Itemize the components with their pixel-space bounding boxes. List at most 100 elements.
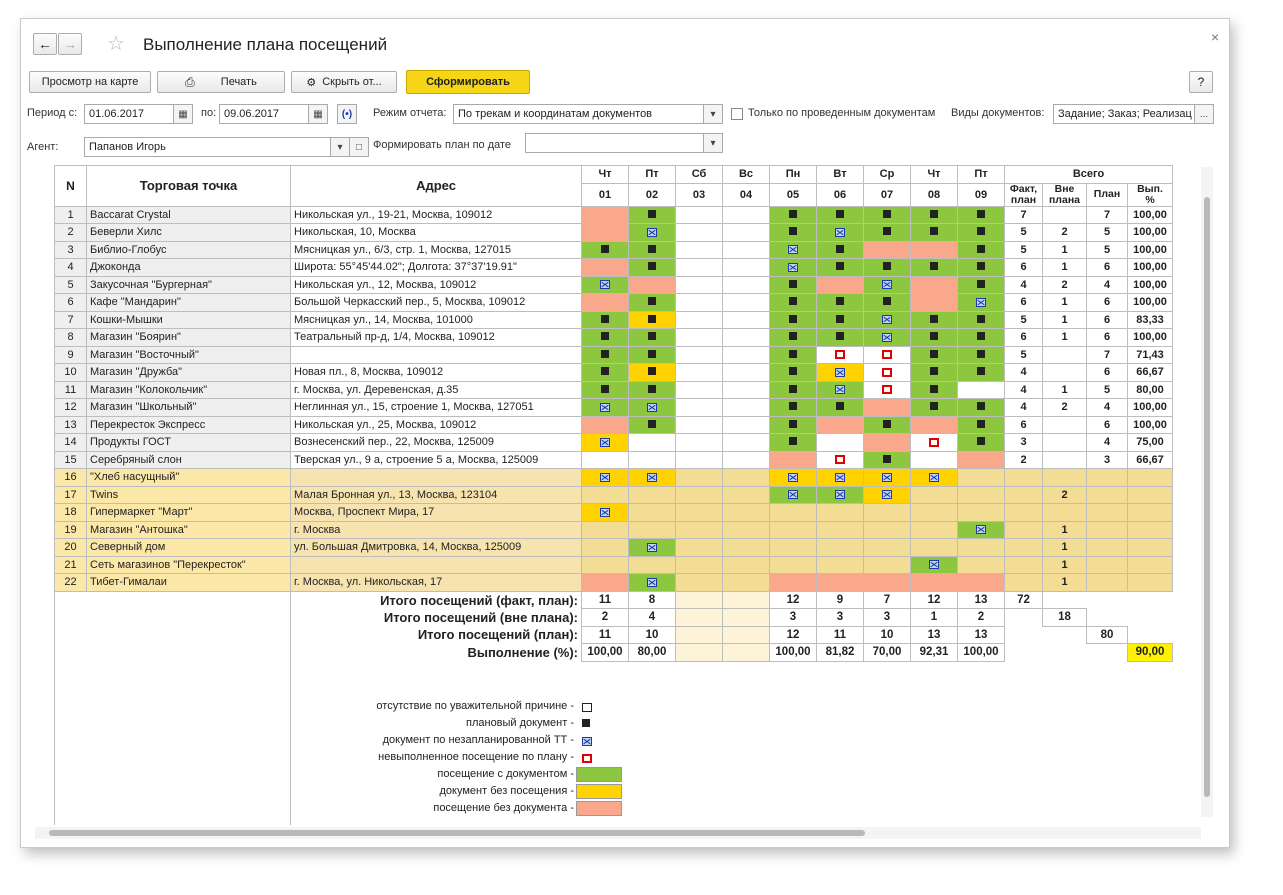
day-cell <box>628 258 676 277</box>
table-row[interactable]: 14 Продукты ГОСТ Вознесенский пер., 22, Мо… <box>54 433 1173 452</box>
day-cell <box>722 468 770 487</box>
table-row[interactable]: 17 Twins Малая Бронная ул., 13, Москва, 12… <box>54 485 1173 504</box>
horizontal-scroll-thumb[interactable] <box>49 830 865 836</box>
day-cell <box>675 205 723 224</box>
vertical-scroll-thumb[interactable] <box>1204 197 1210 797</box>
day-cell <box>769 240 817 259</box>
table-row[interactable]: 22 Тибет-Гималаи г. Москва, ул. Никольская… <box>54 573 1173 592</box>
row-number: 19 <box>54 520 87 539</box>
row-number: 14 <box>54 433 87 452</box>
horizontal-scrollbar[interactable] <box>35 827 1201 839</box>
planned-doc-icon <box>648 332 656 341</box>
table-row[interactable]: 4 Джоконда Широта: 55°45'44.02"; Долгота: … <box>54 258 1173 277</box>
point-address: Никольская, 10, Москва <box>290 223 582 242</box>
unplanned-doc-icon <box>929 472 939 482</box>
agent-input[interactable]: Папанов Игорь <box>84 137 332 157</box>
planned-doc-icon <box>789 349 797 358</box>
help-button[interactable]: ? <box>1189 71 1213 93</box>
more-icon[interactable]: ... <box>1194 104 1214 124</box>
day-number-header: 09 <box>957 182 1005 207</box>
totals-value <box>722 625 770 644</box>
point-name: Беверли Хилс <box>86 223 291 242</box>
period-settings-icon[interactable]: (•) <box>337 104 357 124</box>
close-icon[interactable]: × <box>1211 29 1220 45</box>
unplanned-doc-icon <box>600 472 610 482</box>
completion-pct: 100,00 <box>1127 258 1173 277</box>
table-row[interactable]: 13 Перекресток Экспресс Никольская ул., 25… <box>54 415 1173 434</box>
completion-pct: 66,67 <box>1127 450 1173 469</box>
table-row[interactable]: 16 "Хлеб насущный" <box>54 468 1173 487</box>
calendar-icon[interactable]: ▦ <box>173 104 193 124</box>
favorite-star-icon[interactable]: ☆ <box>107 33 125 55</box>
table-row[interactable]: 18 Гипермаркет "Март" Москва, Проспект Мир… <box>54 503 1173 522</box>
table-row[interactable]: 5 Закусочная "Бургерная" Никольская ул., 1… <box>54 275 1173 294</box>
back-button[interactable]: ← <box>33 33 57 55</box>
point-name: Кошки-Мышки <box>86 310 291 329</box>
totals-value: 3 <box>769 608 817 627</box>
table-row[interactable]: 7 Кошки-Мышки Мясницкая ул., 14, Москва, 1… <box>54 310 1173 329</box>
only-posted-checkbox[interactable] <box>731 108 743 120</box>
day-cell <box>957 555 1005 574</box>
planned-doc-icon <box>601 314 609 323</box>
totals-label: Выполнение (%): <box>290 643 582 661</box>
table-row[interactable]: 3 Библио-Глобус Мясницкая ул., 6/3, стр. 1… <box>54 240 1173 259</box>
point-name: Сеть магазинов "Перекресток" <box>86 555 291 574</box>
missed-visit-icon <box>582 753 592 763</box>
grand-total-value: 72 <box>1004 590 1043 609</box>
chevron-down-icon[interactable]: ▾ <box>703 104 723 124</box>
table-row[interactable]: 1 Baccarat Crystal Никольская ул., 19-21, … <box>54 205 1173 224</box>
grand-total-value <box>1087 591 1128 609</box>
period-to-input[interactable]: 09.06.2017 <box>219 104 309 124</box>
table-row[interactable]: 8 Магазин "Боярин" Театральный пр-д, 1/4, … <box>54 328 1173 347</box>
day-cell <box>722 328 770 347</box>
calendar-icon[interactable]: ▦ <box>308 104 328 124</box>
totals-value: 3 <box>863 608 911 627</box>
point-address: г. Москва, ул. Деревенская, д.35 <box>290 380 582 399</box>
table-row[interactable]: 10 Магазин "Дружба" Новая пл., 8, Москва, … <box>54 363 1173 382</box>
table-row[interactable]: 6 Кафе "Мандарин" Большой Черкасский пер.,… <box>54 293 1173 312</box>
day-cell <box>675 468 723 487</box>
planned-doc-icon <box>930 227 938 236</box>
unplanned-doc-icon <box>647 402 657 412</box>
table-row[interactable]: 9 Магазин "Восточный" 5 7 71,43 <box>54 345 1173 364</box>
day-cell <box>863 450 911 469</box>
planned-doc-icon <box>836 297 844 306</box>
point-name: Магазин "Колокольчик" <box>86 380 291 399</box>
print-button[interactable]: ⎙ Печать <box>157 71 285 93</box>
out-of-plan-count: 1 <box>1042 240 1087 259</box>
map-view-button[interactable]: Просмотр на карте <box>29 71 151 93</box>
day-cell <box>628 310 676 329</box>
day-of-week-header: Пн <box>769 165 817 184</box>
chevron-down-icon[interactable]: ▾ <box>703 133 723 153</box>
doc-types-input[interactable]: Задание; Заказ; Реализац <box>1053 104 1195 124</box>
out-of-plan-count: 1 <box>1042 538 1087 557</box>
day-cell <box>769 520 817 539</box>
forward-button[interactable]: → <box>58 33 82 55</box>
completion-pct <box>1127 468 1173 487</box>
fact-plan-count <box>1004 538 1043 557</box>
out-of-plan-count: 1 <box>1042 520 1087 539</box>
day-number-header: 08 <box>910 182 958 207</box>
table-row[interactable]: 19 Магазин "Антошка" г. Москва 1 <box>54 520 1173 539</box>
totals-value: 80,00 <box>628 643 676 662</box>
table-row[interactable]: 12 Магазин "Школьный" Неглинная ул., 15, с… <box>54 398 1173 417</box>
vertical-scrollbar[interactable] <box>1201 167 1213 817</box>
table-row[interactable]: 11 Магазин "Колокольчик" г. Москва, ул. Де… <box>54 380 1173 399</box>
hide-button[interactable]: ⚙ Скрыть от... <box>291 71 397 93</box>
print-label: Печать <box>220 76 257 88</box>
generate-button[interactable]: Сформировать <box>406 70 530 94</box>
col-address-header: Адрес <box>290 165 582 207</box>
unplanned-doc-icon <box>882 332 892 342</box>
report-mode-select[interactable]: По трекам и координатам документов <box>453 104 705 124</box>
period-from-input[interactable]: 01.06.2017 <box>84 104 174 124</box>
grand-total-value <box>1128 609 1173 627</box>
table-row[interactable]: 2 Беверли Хилс Никольская, 10, Москва 5 2 5 10… <box>54 223 1173 242</box>
day-number-header: 06 <box>816 182 864 207</box>
table-row[interactable]: 15 Серебряный слон Тверская ул., 9 а, стро… <box>54 450 1173 469</box>
table-row[interactable]: 21 Сеть магазинов "Перекресток" 1 <box>54 555 1173 574</box>
plan-by-date-select[interactable] <box>525 133 705 153</box>
planned-doc-icon <box>789 209 797 218</box>
open-icon[interactable]: □ <box>349 137 369 157</box>
chevron-down-icon[interactable]: ▾ <box>330 137 350 157</box>
table-row[interactable]: 20 Северный дом ул. Большая Дмитровка, 14,… <box>54 538 1173 557</box>
